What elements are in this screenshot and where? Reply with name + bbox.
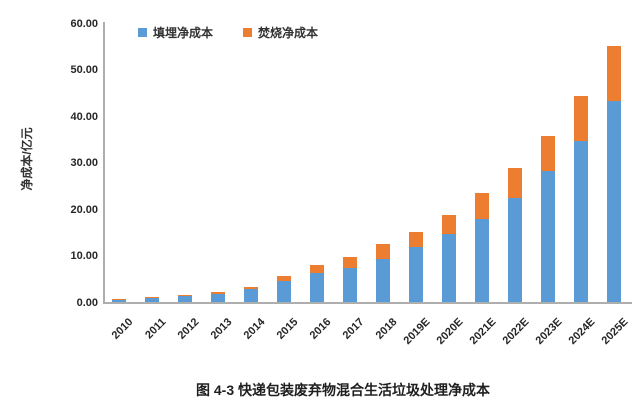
bar-landfill-2020E (441, 233, 456, 302)
bar-landfill-2022E (507, 197, 522, 302)
bar-landfill-2023E (540, 171, 555, 302)
x-tick-label-2012: 2012 (175, 316, 202, 342)
bar-landfill-2025E (606, 101, 621, 302)
legend-item-incineration: 焚烧净成本 (243, 24, 318, 41)
bar-incineration-2011 (144, 297, 159, 299)
figure-caption: 图 4-3 快递包装废弃物混合生活垃圾处理净成本 (195, 382, 490, 398)
y-axis-line (103, 22, 105, 303)
bar-incineration-2020E (441, 214, 456, 234)
x-tick-label-2023E: 2023E (533, 316, 565, 347)
bar-incineration-2016 (309, 264, 324, 273)
landfill-series-swatch-icon (138, 28, 147, 37)
x-tick-label-2015: 2015 (274, 316, 301, 342)
legend-item-landfill: 填埋净成本 (138, 24, 213, 41)
x-tick-label-2018: 2018 (373, 316, 400, 342)
bar-landfill-2024E (573, 141, 588, 302)
bar-incineration-2021E (474, 193, 489, 219)
y-tick-label-0: 0.00 (76, 297, 98, 309)
x-tick-label-2025E: 2025E (599, 316, 631, 347)
bar-incineration-2019E (408, 232, 423, 248)
y-tick-label-10: 10.00 (70, 250, 98, 263)
bar-landfill-2010 (111, 299, 126, 302)
y-tick-label-30: 30.00 (70, 157, 98, 170)
bar-landfill-2012 (177, 296, 192, 302)
bar-incineration-2025E (606, 46, 621, 102)
bar-landfill-2017 (342, 267, 357, 302)
x-tick-label-2024E: 2024E (566, 316, 598, 347)
bar-incineration-2018 (375, 244, 390, 259)
bar-incineration-2013 (210, 292, 225, 295)
x-tick-label-2020E: 2020E (434, 316, 466, 347)
x-tick-label-2011: 2011 (142, 316, 169, 342)
x-tick-label-2021E: 2021E (467, 316, 499, 347)
x-tick-label-2016: 2016 (307, 316, 334, 342)
bar-incineration-2023E (540, 136, 555, 172)
bar-incineration-2022E (507, 167, 522, 198)
bar-landfill-2011 (144, 298, 159, 302)
x-tick-label-2017: 2017 (340, 316, 367, 342)
bar-incineration-2014 (243, 286, 258, 290)
x-tick-label-2019E: 2019E (401, 316, 433, 347)
y-tick-label-60: 60.00 (70, 17, 98, 30)
bar-landfill-2016 (309, 272, 324, 302)
x-axis-line (103, 302, 632, 304)
bar-incineration-2010 (111, 299, 126, 301)
legend-label-incineration: 焚烧净成本 (258, 26, 319, 40)
bar-landfill-2018 (375, 258, 390, 302)
bar-incineration-2015 (276, 276, 291, 282)
x-tick-label-2022E: 2022E (500, 316, 532, 347)
x-tick-label-2014: 2014 (241, 316, 268, 342)
x-tick-label-2010: 2010 (109, 316, 135, 342)
bar-landfill-2013 (210, 294, 225, 302)
bar-incineration-2017 (342, 257, 357, 268)
incineration-series-swatch-icon (243, 28, 253, 37)
legend-label-landfill: 填埋净成本 (153, 26, 214, 40)
bar-landfill-2019E (408, 247, 423, 302)
bar-landfill-2015 (276, 281, 291, 302)
bar-incineration-2024E (573, 95, 588, 142)
bar-landfill-2021E (474, 218, 489, 302)
y-tick-label-40: 40.00 (70, 110, 98, 123)
y-tick-label-20: 20.00 (70, 203, 98, 216)
chart-legend: 填埋净成本 焚烧净成本 (138, 24, 318, 41)
bar-landfill-2014 (243, 289, 258, 302)
y-axis-title: 净成本/亿元 (20, 127, 34, 191)
x-tick-label-2013: 2013 (208, 316, 235, 342)
bar-incineration-2012 (177, 295, 192, 297)
y-tick-label-50: 50.00 (70, 64, 98, 77)
